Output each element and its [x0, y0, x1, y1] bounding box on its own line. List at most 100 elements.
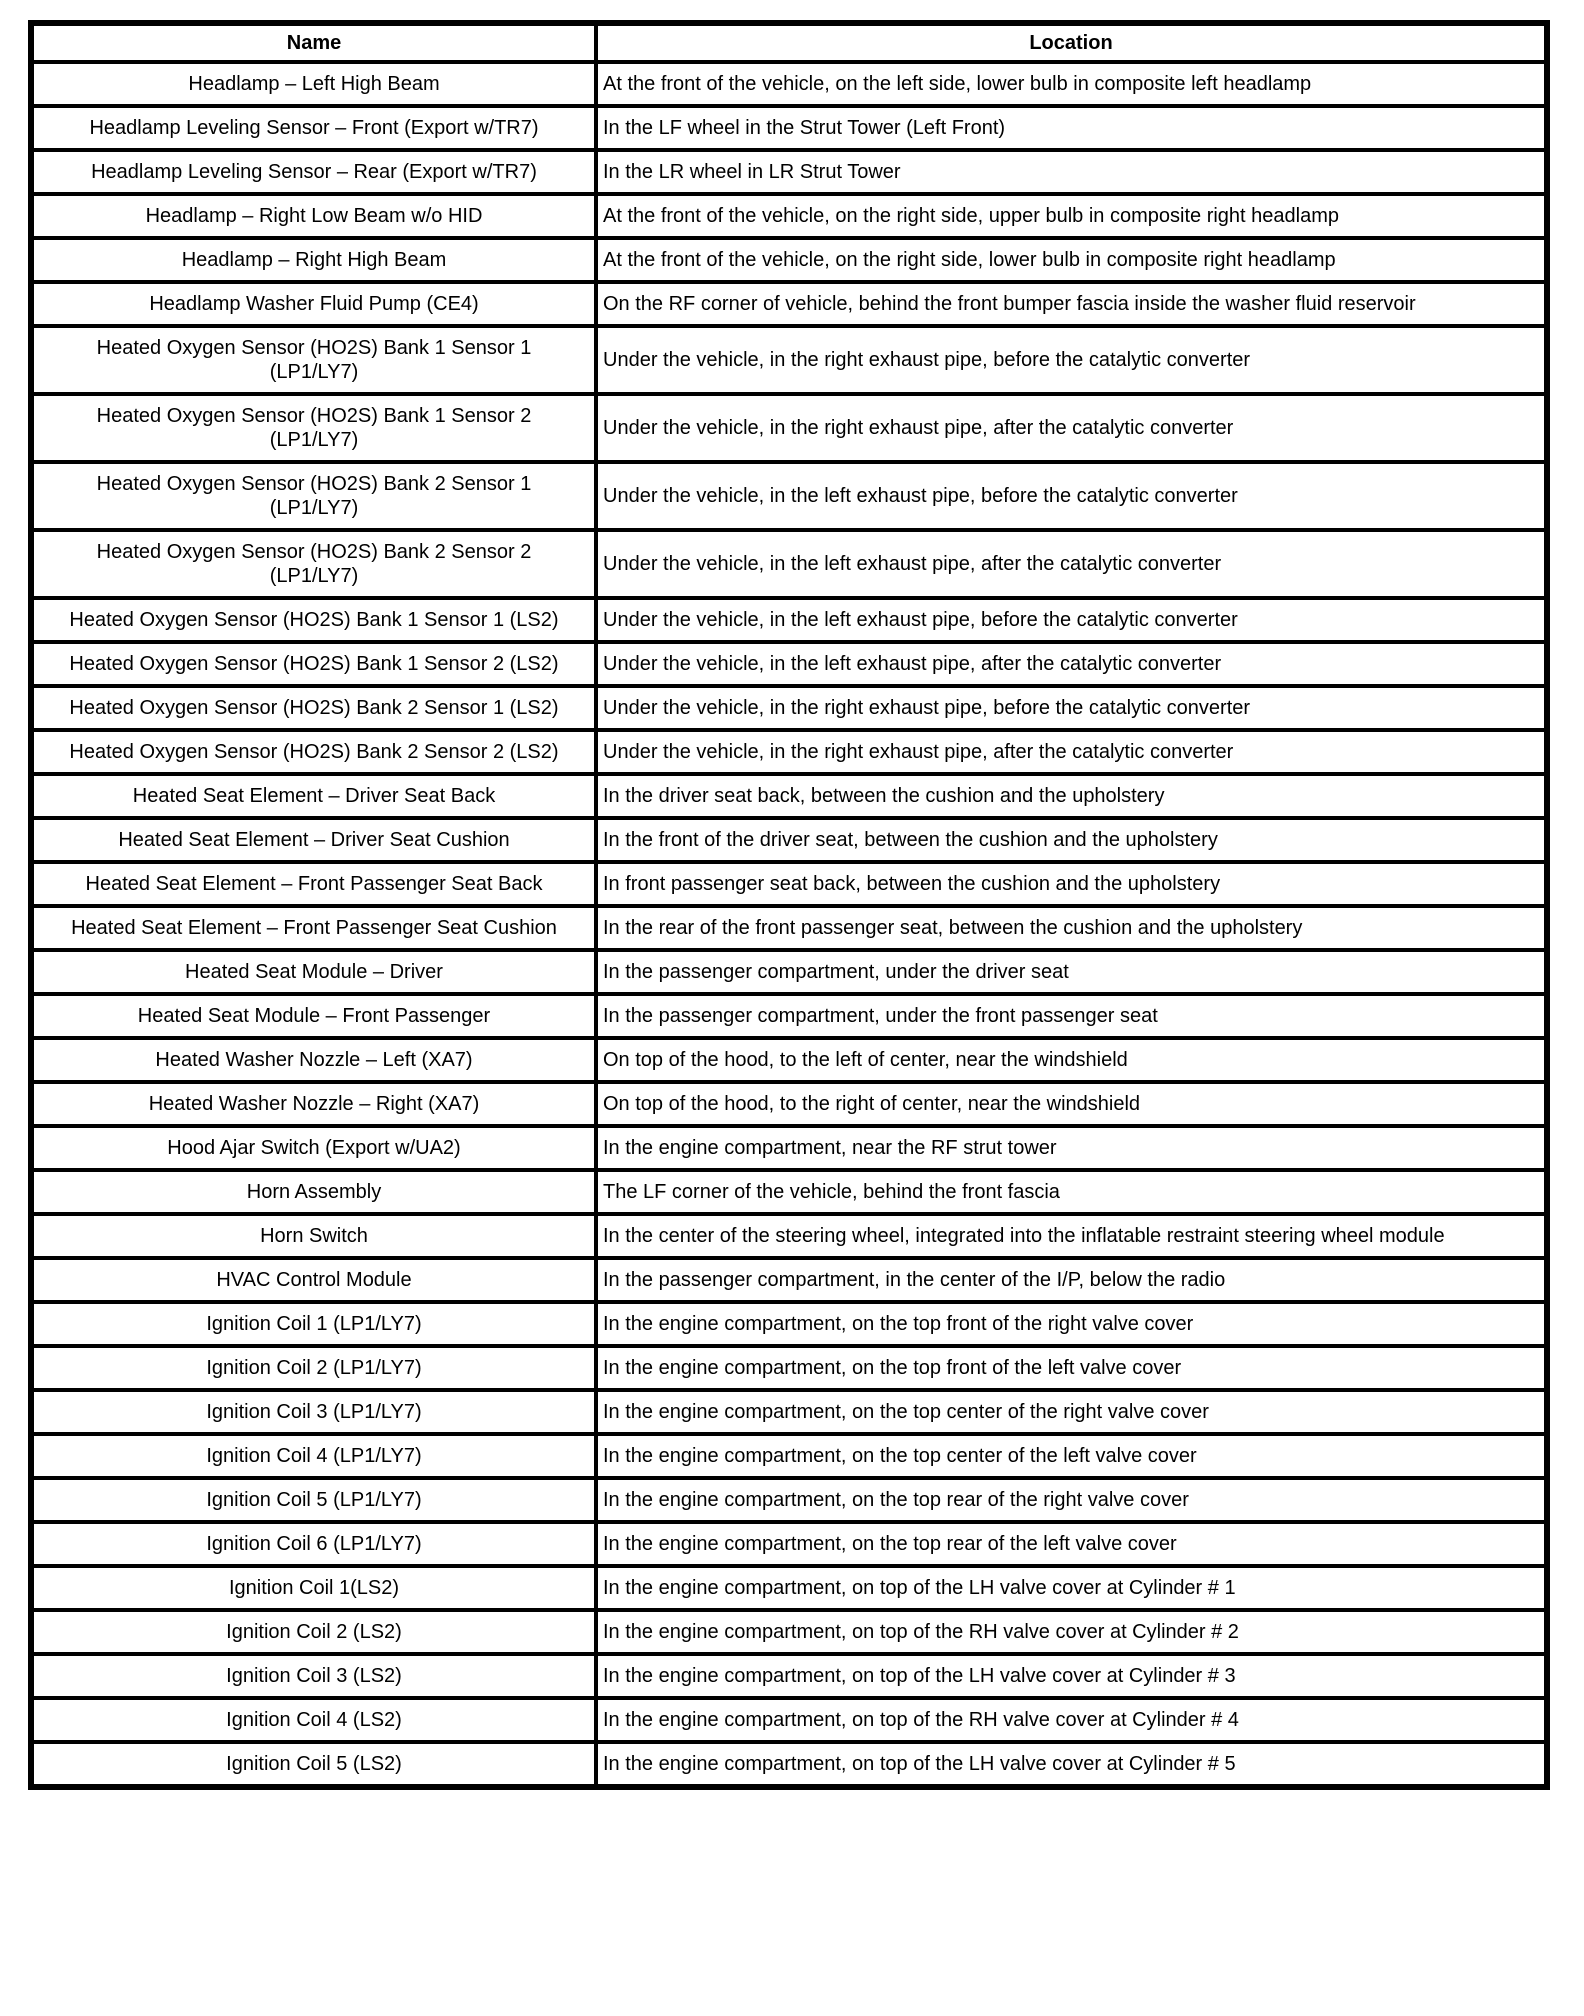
table-row: Headlamp – Left High Beam At the front of… [29, 60, 1549, 108]
location-cell: In the engine compartment, on the top ce… [594, 1432, 1549, 1480]
table-header: Name Location [29, 21, 1549, 64]
name-cell: Heated Seat Element – Driver Seat Back [29, 772, 598, 820]
location-cell: In the engine compartment, near the RF s… [594, 1124, 1549, 1172]
location-cell: In the engine compartment, on top of the… [594, 1696, 1549, 1744]
table-row: Heated Oxygen Sensor (HO2S) Bank 2 Senso… [29, 684, 1549, 732]
location-cell: On top of the hood, to the right of cent… [594, 1080, 1549, 1128]
location-cell: At the front of the vehicle, on the righ… [594, 236, 1549, 284]
location-cell: At the front of the vehicle, on the left… [594, 60, 1549, 108]
location-cell: In front passenger seat back, between th… [594, 860, 1549, 908]
table-row: Heated Oxygen Sensor (HO2S) Bank 2 Senso… [29, 460, 1549, 532]
name-cell: Heated Seat Element – Front Passenger Se… [29, 860, 598, 908]
name-cell: HVAC Control Module [29, 1256, 598, 1304]
location-cell: Under the vehicle, in the right exhaust … [594, 728, 1549, 776]
table-row: Heated Seat Element – Driver Seat Back In… [29, 772, 1549, 820]
header-row: Name Location [29, 21, 1549, 64]
location-cell: The LF corner of the vehicle, behind the… [594, 1168, 1549, 1216]
location-cell: In the passenger compartment, under the … [594, 948, 1549, 996]
location-cell: In the front of the driver seat, between… [594, 816, 1549, 864]
name-cell: Ignition Coil 1(LS2) [29, 1564, 598, 1612]
table-row: Headlamp Washer Fluid Pump (CE4) On the R… [29, 280, 1549, 328]
location-cell: Under the vehicle, in the right exhaust … [594, 684, 1549, 732]
name-cell: Headlamp – Right High Beam [29, 236, 598, 284]
location-cell: In the engine compartment, on the top fr… [594, 1300, 1549, 1348]
name-cell: Ignition Coil 5 (LP1/LY7) [29, 1476, 598, 1524]
table-row: Heated Oxygen Sensor (HO2S) Bank 1 Senso… [29, 324, 1549, 396]
component-location-table: Name Location Headlamp – Left High Beam A… [28, 20, 1550, 1790]
name-cell: Headlamp Washer Fluid Pump (CE4) [29, 280, 598, 328]
table-body: Headlamp – Left High Beam At the front of… [29, 60, 1549, 1789]
location-cell: In the engine compartment, on the top fr… [594, 1344, 1549, 1392]
column-header-name: Name [29, 21, 598, 64]
location-cell: In the passenger compartment, under the … [594, 992, 1549, 1040]
location-cell: Under the vehicle, in the right exhaust … [594, 392, 1549, 464]
name-cell: Heated Seat Element – Front Passenger Se… [29, 904, 598, 952]
table-row: Heated Oxygen Sensor (HO2S) Bank 2 Senso… [29, 728, 1549, 776]
table-row: Heated Seat Element – Front Passenger Se… [29, 904, 1549, 952]
location-cell: In the engine compartment, on top of the… [594, 1608, 1549, 1656]
table-row: Ignition Coil 3 (LP1/LY7) In the engine c… [29, 1388, 1549, 1436]
name-cell: Ignition Coil 6 (LP1/LY7) [29, 1520, 598, 1568]
table-row: Ignition Coil 6 (LP1/LY7) In the engine c… [29, 1520, 1549, 1568]
name-cell: Ignition Coil 4 (LP1/LY7) [29, 1432, 598, 1480]
location-cell: In the driver seat back, between the cus… [594, 772, 1549, 820]
name-cell: Headlamp Leveling Sensor – Rear (Export … [29, 148, 598, 196]
name-cell: Hood Ajar Switch (Export w/UA2) [29, 1124, 598, 1172]
table-row: Ignition Coil 5 (LP1/LY7) In the engine c… [29, 1476, 1549, 1524]
location-cell: In the passenger compartment, in the cen… [594, 1256, 1549, 1304]
name-cell: Ignition Coil 2 (LP1/LY7) [29, 1344, 598, 1392]
location-cell: Under the vehicle, in the left exhaust p… [594, 596, 1549, 644]
location-cell: In the LR wheel in LR Strut Tower [594, 148, 1549, 196]
name-cell: Heated Oxygen Sensor (HO2S) Bank 2 Senso… [29, 528, 598, 600]
name-cell: Heated Oxygen Sensor (HO2S) Bank 1 Senso… [29, 324, 598, 396]
table-row: Ignition Coil 2 (LS2) In the engine compa… [29, 1608, 1549, 1656]
name-cell: Heated Seat Module – Front Passenger [29, 992, 598, 1040]
table-row: Horn Switch In the center of the steering… [29, 1212, 1549, 1260]
name-cell: Heated Seat Module – Driver [29, 948, 598, 996]
table-row: Headlamp Leveling Sensor – Rear (Export … [29, 148, 1549, 196]
name-cell: Heated Oxygen Sensor (HO2S) Bank 1 Senso… [29, 392, 598, 464]
location-cell: In the engine compartment, on top of the… [594, 1652, 1549, 1700]
table-row: Ignition Coil 4 (LP1/LY7) In the engine c… [29, 1432, 1549, 1480]
location-cell: In the center of the steering wheel, int… [594, 1212, 1549, 1260]
table-row: Headlamp Leveling Sensor – Front (Export… [29, 104, 1549, 152]
name-cell: Ignition Coil 4 (LS2) [29, 1696, 598, 1744]
name-cell: Horn Assembly [29, 1168, 598, 1216]
location-cell: At the front of the vehicle, on the righ… [594, 192, 1549, 240]
table-row: Ignition Coil 1(LS2) In the engine compar… [29, 1564, 1549, 1612]
location-cell: In the engine compartment, on top of the… [594, 1564, 1549, 1612]
location-cell: Under the vehicle, in the right exhaust … [594, 324, 1549, 396]
table-row: Ignition Coil 5 (LS2) In the engine compa… [29, 1740, 1549, 1789]
table-row: Hood Ajar Switch (Export w/UA2) In the en… [29, 1124, 1549, 1172]
name-cell: Ignition Coil 2 (LS2) [29, 1608, 598, 1656]
table-row: Heated Oxygen Sensor (HO2S) Bank 1 Senso… [29, 392, 1549, 464]
table-row: Heated Seat Module – Driver In the passen… [29, 948, 1549, 996]
name-cell: Headlamp – Right Low Beam w/o HID [29, 192, 598, 240]
location-cell: In the rear of the front passenger seat,… [594, 904, 1549, 952]
table-row: Headlamp – Right Low Beam w/o HID At the … [29, 192, 1549, 240]
table-row: HVAC Control Module In the passenger comp… [29, 1256, 1549, 1304]
table-row: Heated Seat Element – Front Passenger Se… [29, 860, 1549, 908]
table-row: Heated Washer Nozzle – Left (XA7) On top … [29, 1036, 1549, 1084]
name-cell: Heated Oxygen Sensor (HO2S) Bank 2 Senso… [29, 684, 598, 732]
table-row: Heated Oxygen Sensor (HO2S) Bank 1 Senso… [29, 640, 1549, 688]
location-cell: Under the vehicle, in the left exhaust p… [594, 640, 1549, 688]
table-row: Heated Washer Nozzle – Right (XA7) On top… [29, 1080, 1549, 1128]
table-row: Horn Assembly The LF corner of the vehicl… [29, 1168, 1549, 1216]
table-row: Heated Seat Module – Front Passenger In t… [29, 992, 1549, 1040]
location-cell: On top of the hood, to the left of cente… [594, 1036, 1549, 1084]
location-cell: In the engine compartment, on the top re… [594, 1520, 1549, 1568]
table-row: Ignition Coil 2 (LP1/LY7) In the engine c… [29, 1344, 1549, 1392]
name-cell: Ignition Coil 3 (LS2) [29, 1652, 598, 1700]
location-cell: In the LF wheel in the Strut Tower (Left… [594, 104, 1549, 152]
table-row: Heated Seat Element – Driver Seat Cushio… [29, 816, 1549, 864]
table-row: Ignition Coil 4 (LS2) In the engine compa… [29, 1696, 1549, 1744]
table-row: Heated Oxygen Sensor (HO2S) Bank 1 Senso… [29, 596, 1549, 644]
name-cell: Headlamp – Left High Beam [29, 60, 598, 108]
name-cell: Heated Washer Nozzle – Left (XA7) [29, 1036, 598, 1084]
name-cell: Ignition Coil 1 (LP1/LY7) [29, 1300, 598, 1348]
name-cell: Heated Oxygen Sensor (HO2S) Bank 1 Senso… [29, 640, 598, 688]
name-cell: Horn Switch [29, 1212, 598, 1260]
name-cell: Ignition Coil 5 (LS2) [29, 1740, 598, 1789]
